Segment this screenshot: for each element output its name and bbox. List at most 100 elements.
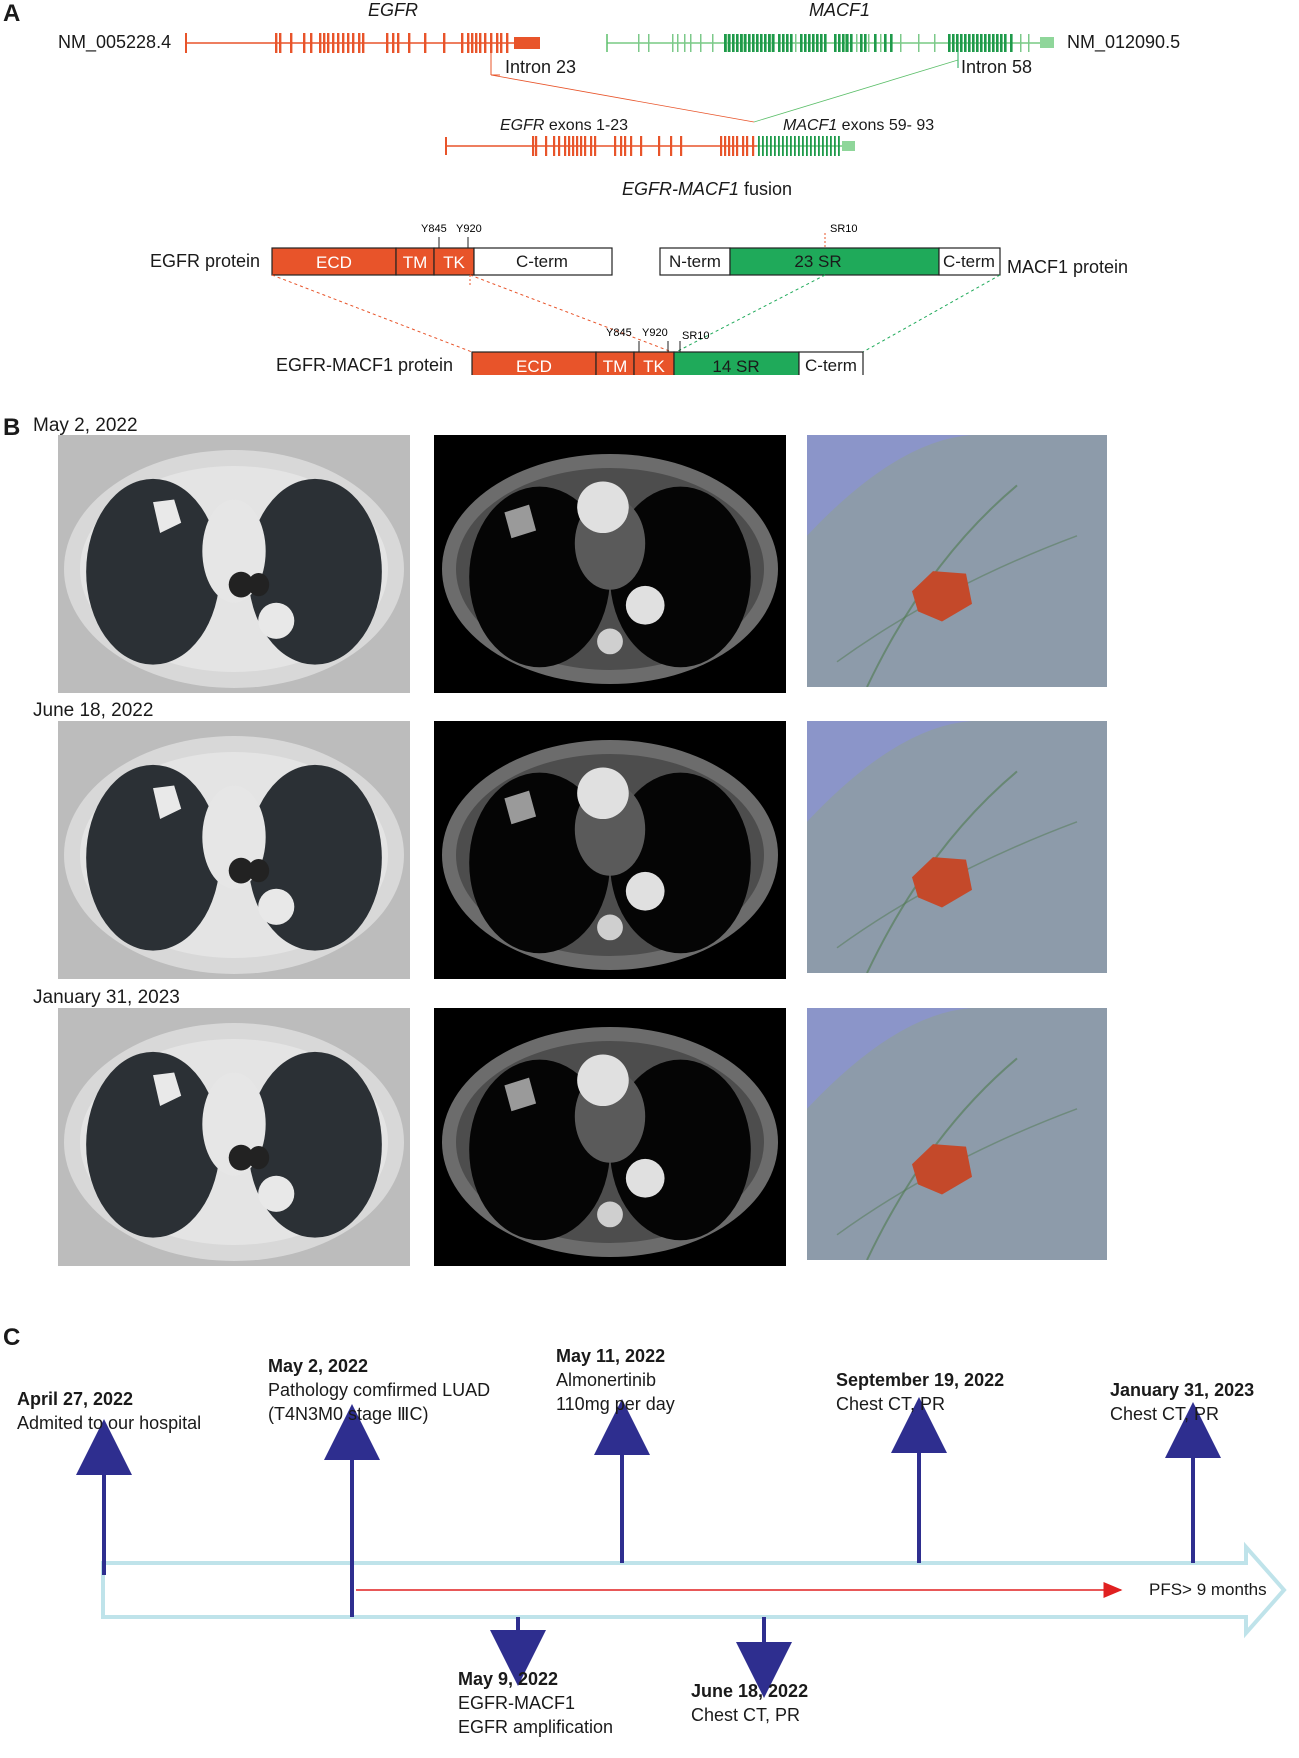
egfr-tm: TM [403,253,428,272]
fusion-macf1-exon-mark [778,136,780,156]
fusion-sr10: SR10 [682,330,710,342]
macf1-exon-mark [638,34,640,52]
egfr-exon-mark [310,33,313,53]
macf1-exon-mark [672,34,674,52]
event-date: January 31, 2023 [1110,1380,1255,1400]
macf1-exon-mark [860,34,863,52]
fusion-egfr-exon-mark [553,136,556,156]
macf1-exon-mark [1010,34,1013,52]
egfr-exon-mark [319,33,322,53]
event-may2: May 2, 2022 Pathology comfirmed LUAD (T4… [268,1356,490,1425]
fusion-egfr-exon-mark [624,136,627,156]
egfr-exon-mark [484,33,487,53]
macf1-intron-label: Intron 58 [961,57,1033,77]
macf1-exon-mark [992,34,995,52]
egfr-exon-mark [424,33,427,53]
fusion-macf1-exon-mark [834,136,836,156]
egfr-exon-mark [475,33,478,53]
macf1-exon-mark [900,34,902,52]
fusion-14sr: 14 SR [712,357,759,375]
macf1-exon-mark [800,34,803,52]
macf1-exon-mark [752,34,755,52]
macf1-exon-mark [976,34,979,52]
fusion-egfr-exon-mark [752,136,755,156]
macf1-exon-mark [988,34,991,52]
egfr-exon-mark [303,33,306,53]
panel-label-a: A [3,0,21,27]
fusion-egfr-exon-mark [670,136,673,156]
macf1-exon-mark [984,34,987,52]
fusion-macf1-exon-mark [814,136,816,156]
macf1-exon-mark [960,34,963,52]
macf1-exon-mark [724,34,727,52]
event-desc-2: (T4N3M0 stage ⅢC) [268,1404,429,1424]
fusion-macf1-exon-mark [826,136,828,156]
fusion-macf1-exon-mark [798,136,800,156]
fusion-egfr-exon-mark [614,136,617,156]
macf1-exon-mark [996,34,999,52]
macf1-exon-mark [742,34,744,52]
macf1-exon-mark [728,34,731,52]
macf1-accession: NM_012090.5 [1067,32,1181,52]
macf1-exon-mark [684,34,686,52]
event-jan31: January 31, 2023 Chest CT, PR [1110,1380,1254,1425]
macf1-exon-mark [648,34,650,52]
macf1-exon-mark [956,34,959,52]
fusion-y920: Y920 [642,327,668,339]
macf1-exon-mark [816,34,819,52]
fusion-egfr-exon-mark [580,136,583,156]
macf1-exon-mark [980,34,983,52]
panel-label-b: B [3,414,21,441]
event-june18: June 18, 2022 Chest CT, PR [691,1681,808,1726]
fusion-egfr-exon-mark [680,136,683,156]
event-may9: May 9, 2022 EGFR-MACF1 EGFR amplificatio… [458,1669,613,1738]
macf1-exon-mark [786,34,789,52]
event-sep19: September 19, 2022 Chest CT, PR [836,1370,1004,1415]
macf1-exon-mark [864,34,867,52]
fusion-macf1-exon-mark [774,136,776,156]
fusion-macf1-exon-mark [822,136,824,156]
macf1-protein-bar: N-term 23 SR C-term SR10 [659,223,1001,276]
event-desc: Pathology comfirmed LUAD [268,1380,491,1400]
egfr-exon-mark [467,33,470,53]
macf1-exon-mark [834,34,837,52]
macf1-protein-label: MACF1 protein [1007,257,1129,277]
macf1-exon-mark [677,34,679,52]
fusion-tk: TK [643,357,665,375]
egfr-exon-mark [461,33,464,53]
fusion-egfr-exon-mark [535,136,538,156]
fusion-title-suffix: fusion [739,179,793,199]
macf1-exon-mark [1020,34,1022,52]
egfr-exon-mark [443,33,446,53]
egfr-exon-mark [275,33,278,53]
event-desc: EGFR-MACF1 [458,1693,575,1713]
macf1-exon-mark [795,34,797,52]
egfr-exon-mark [327,33,330,53]
macf1-exon-mark [744,34,747,52]
event-desc-2: EGFR amplification [458,1717,614,1737]
macf1-exon-mark [868,34,870,52]
fusion-ecd: ECD [516,357,552,375]
egfr-exon-mark [386,33,389,53]
scan-date-1: May 2, 2022 [33,415,138,436]
egfr-exon-mark [397,33,400,53]
fusion-egfr-exon-mark [590,136,593,156]
macf1-exon-mark [772,34,775,52]
macf1-exon-mark [842,34,845,52]
fusion-egfr-exon-mark [594,136,597,156]
fusion-macf1-exon-mark [818,136,820,156]
egfr-exon-mark [490,33,493,53]
fusion-egfr-exons-label: EGFR exons 1-23 [500,117,628,135]
macf1-exon-mark [778,34,781,52]
event-desc-2: 110mg per day [556,1394,675,1414]
3d-reconstruction-image [807,1008,1107,1260]
fusion-egfr-exon-mark [630,136,633,156]
macf1-exon-mark [740,34,743,52]
macf1-gene-label: MACF1 [809,0,871,20]
macf1-exon-mark [948,34,951,52]
macf1-exon-mark [856,34,858,52]
egfr-exon-mark [471,33,474,53]
3d-reconstruction-image [807,721,1107,973]
fusion-macf1-exon-mark [786,136,788,156]
fusion-egfr-exon-mark [724,136,727,156]
